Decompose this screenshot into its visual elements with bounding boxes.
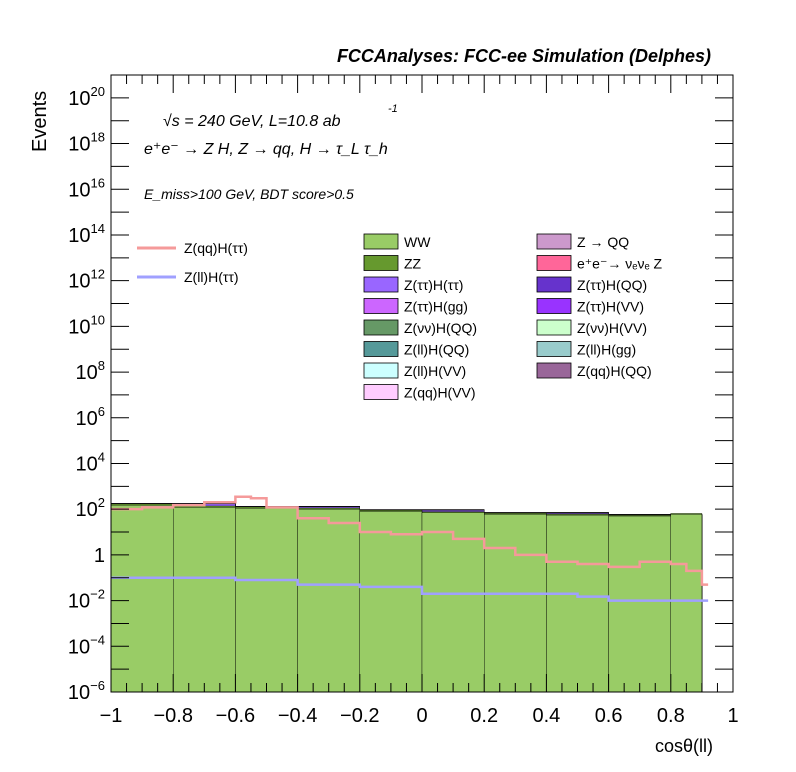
x-tick-label: 0.2 [470,705,498,727]
y-tick-label: 1018 [68,130,105,156]
legend-swatch [536,255,572,271]
energy-exponent: -1 [388,103,398,115]
x-tick-label: 0.4 [532,705,560,727]
x-tick-label: −0.6 [216,705,255,727]
legend-swatch [363,384,399,400]
legend-swatch [363,319,399,336]
legend-swatch [363,233,399,250]
legend-label: Z(νν)H(QQ) [404,320,477,336]
legend-swatch [363,362,399,379]
y-tick-label: 1010 [68,312,105,338]
legend-label: Z(ττ)H(ττ) [404,277,463,293]
legend-label: Z(ττ)H(gg) [404,299,468,315]
stack-bar [670,514,703,693]
legend-label: Z(ττ)H(QQ) [577,277,647,293]
x-tick-label: −1 [100,705,123,727]
y-tick-label: 108 [76,358,105,384]
legend-swatch [536,233,572,250]
legend-stack: WW ZZ Z(ττ)H(ττ) Z(ττ)H(gg) Z(νν)H(QQ) Z(ll)H… [363,233,663,401]
x-ticks: −1 −0.8 −0.6 −0.4 −0.2 0 0.2 0.4 0.6 0.8 1 [100,75,739,727]
legend-label: Z(qq)H(VV) [404,385,476,401]
signal-lines [111,495,709,602]
legend-label: Z → QQ [577,234,629,250]
stack-bar [235,508,298,693]
x-tick-label: 0.6 [595,705,623,727]
legend-label: Z(νν)H(VV) [577,320,647,336]
stack-bar [484,514,547,693]
x-tick-label: −0.4 [278,705,317,727]
x-tick-label: 1 [727,705,738,727]
legend-label: WW [404,234,431,250]
y-tick-label: 1014 [68,221,105,247]
legend-swatch [536,362,572,379]
y-tick-label: 102 [76,495,105,521]
legend-swatch [363,298,399,314]
y-tick-label: 1016 [68,175,105,201]
energy-label: √s = 240 GeV, L=10.8 ab [163,113,341,130]
legend-label: Z(ll)H(gg) [577,342,636,358]
y-tick-label: 1012 [68,267,105,293]
x-tick-label: −0.8 [153,705,192,727]
legend-label: Z(qq)H(QQ) [577,363,652,379]
x-tick-label: 0 [416,705,427,727]
stack-bars [110,503,703,693]
y-axis-label: Events [29,91,51,152]
chart-header: FCCAnalyses: FCC-ee Simulation (Delphes) [337,46,711,66]
process-label: e⁺e⁻ → Z H, Z → qq, H → τ_L τ_h [144,141,388,158]
selection-label: E_miss>100 GeV, BDT score>0.5 [144,186,354,202]
x-tick-label: −0.2 [340,705,379,727]
legend-label: e⁺e⁻→ νₑνₑ Z [577,256,663,272]
stack-bar [359,511,423,693]
y-tick-label: 104 [76,449,105,475]
legend-swatch [363,341,399,357]
stack-bar [110,504,174,693]
legend-signals: Z(qq)H(ττ) Z(ll)H(ττ) [137,240,248,285]
signal-line [111,495,709,586]
y-tick-label: 1020 [68,84,105,110]
y-tick-label: 1 [94,545,105,567]
y-tick-label: 10−2 [68,587,105,613]
legend-label: ZZ [404,256,422,272]
y-tick-label: 106 [76,404,105,430]
stack-bar [608,515,671,693]
y-tick-label: 10−4 [68,632,105,658]
legend-label: Z(ττ)H(VV) [577,299,644,315]
legend-swatch [536,298,572,314]
x-axis-label: cosθ(ll) [655,736,713,756]
legend-swatch [363,255,399,271]
legend-label: Z(qq)H(ττ) [184,240,248,256]
stack-bar [172,507,236,693]
y-tick-label: 10−6 [68,678,105,704]
legend-label: Z(ll)H(VV) [404,363,466,379]
legend-swatch [363,276,399,293]
signal-line [111,576,709,602]
stack-bar [421,512,485,693]
stack-bar [546,514,609,693]
y-ticks: 10−6 10−4 10−2 1 102 104 106 108 1010 1012 1014 101… [68,74,733,704]
legend-swatch [536,341,572,357]
legend-swatch [536,276,572,293]
stack-bar [297,508,361,693]
x-tick-label: 0.8 [657,705,685,727]
legend-swatch [536,319,572,336]
legend-label: Z(ll)H(QQ) [404,342,469,358]
legend-label: Z(ll)H(ττ) [184,269,239,285]
